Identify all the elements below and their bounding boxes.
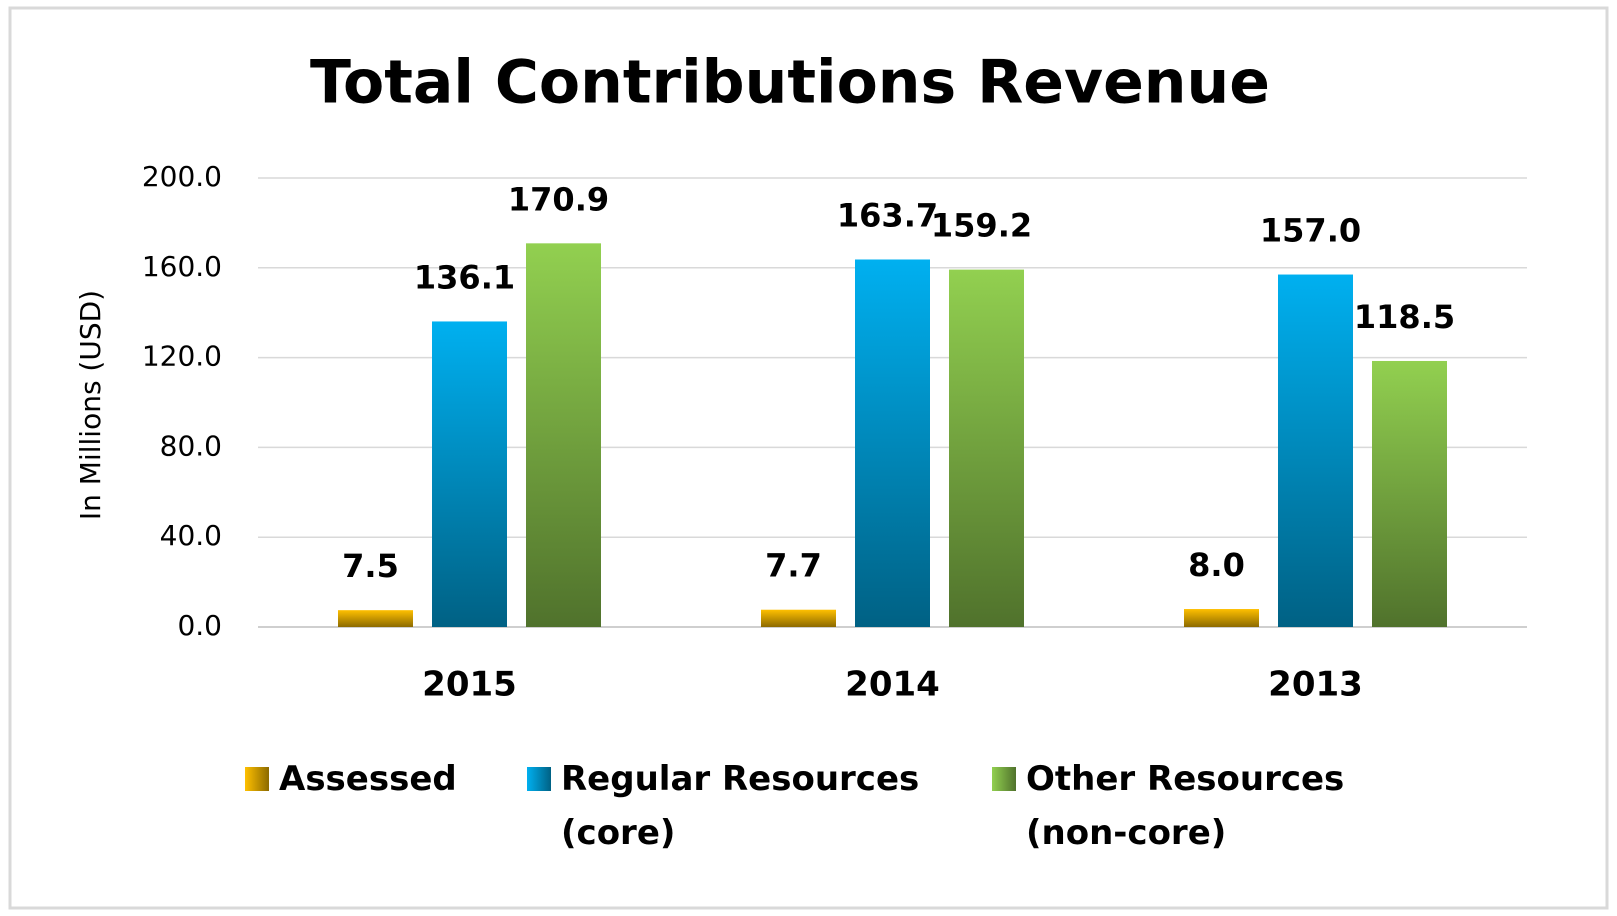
x-tick-label: 2013 [1268, 665, 1363, 705]
y-axis-label: In Millions (USD) [74, 290, 107, 520]
legend-item: Assessed [245, 752, 457, 806]
legend-swatch [245, 767, 269, 791]
data-label: 7.7 [765, 547, 822, 585]
legend-label: Regular Resources (core) [561, 759, 920, 853]
y-tick-label: 40.0 [160, 519, 222, 552]
legend-item: Other Resources (non-core) [992, 752, 1386, 860]
legend-label: Assessed [279, 759, 457, 799]
legend-swatch [992, 767, 1016, 791]
bar [855, 259, 930, 627]
legend-swatch [527, 767, 551, 791]
y-tick-label: 200.0 [142, 160, 222, 193]
bar [432, 321, 507, 627]
x-tick-label: 2014 [845, 665, 940, 705]
y-tick-label: 120.0 [142, 340, 222, 373]
bar [761, 609, 836, 627]
y-tick-label: 160.0 [142, 250, 222, 283]
bar [949, 269, 1024, 627]
x-tick-label: 2015 [422, 665, 517, 705]
bar [1184, 609, 1259, 627]
data-label: 118.5 [1354, 298, 1455, 336]
data-label: 136.1 [414, 258, 515, 296]
bar [1278, 274, 1353, 627]
data-label: 170.9 [508, 180, 609, 218]
data-label: 157.0 [1260, 212, 1361, 250]
data-label: 163.7 [837, 196, 938, 234]
data-label: 7.5 [342, 547, 399, 585]
y-tick-label: 80.0 [160, 429, 222, 462]
data-label: 159.2 [931, 207, 1032, 245]
legend-item: Regular Resources (core) [527, 752, 951, 860]
bar [526, 243, 601, 627]
data-label: 8.0 [1188, 546, 1245, 584]
bar [1372, 360, 1447, 627]
chart-title: Total Contributions Revenue [310, 48, 1270, 118]
legend-label: Other Resources (non-core) [1026, 759, 1345, 853]
y-tick-label: 0.0 [177, 609, 222, 642]
bar [338, 610, 413, 627]
